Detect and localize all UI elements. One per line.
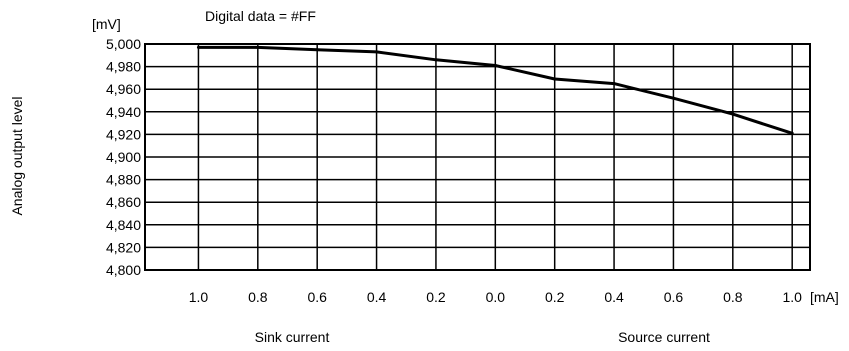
y-tick-label: 5,000 — [106, 36, 141, 52]
x-unit-label: [mA] — [810, 289, 839, 305]
x-group-label-sink: Sink current — [255, 329, 330, 345]
x-tick-label: 0.4 — [604, 289, 624, 305]
plot-frame — [144, 43, 811, 271]
x-tick-label: 0.6 — [307, 289, 327, 305]
y-tick-label: 4,900 — [106, 149, 141, 165]
data-point — [434, 58, 438, 62]
y-tick-label: 4,840 — [106, 217, 141, 233]
y-tick-label: 4,980 — [106, 59, 141, 75]
x-tick-label: 0.4 — [367, 289, 387, 305]
chart-annotation: Digital data = #FF — [205, 8, 316, 24]
data-point — [256, 45, 260, 49]
y-tick-label: 4,820 — [106, 239, 141, 255]
data-point — [375, 50, 379, 54]
x-tick-label: 0.8 — [723, 289, 743, 305]
y-unit-label: [mV] — [92, 16, 121, 32]
data-point — [196, 45, 200, 49]
x-tick-label: 0.6 — [664, 289, 684, 305]
x-tick-label: 0.8 — [248, 289, 268, 305]
data-point — [612, 82, 616, 86]
x-group-label-source: Source current — [618, 329, 710, 345]
y-tick-label: 4,940 — [106, 104, 141, 120]
y-tick-label: 4,880 — [106, 172, 141, 188]
x-tick-label: 0.2 — [545, 289, 565, 305]
x-tick-label: 0.0 — [486, 289, 506, 305]
x-tick-label: 1.0 — [782, 289, 802, 305]
x-tick-label: 0.2 — [426, 289, 446, 305]
data-point — [553, 77, 557, 81]
data-point — [493, 63, 497, 67]
data-point — [315, 48, 319, 52]
y-axis-label: Analog output level — [9, 96, 25, 215]
y-tick-label: 4,800 — [106, 262, 141, 278]
y-tick-label: 4,920 — [106, 126, 141, 142]
x-tick-label: 1.0 — [189, 289, 209, 305]
data-point — [731, 112, 735, 116]
y-tick-label: 4,960 — [106, 81, 141, 97]
data-point — [790, 131, 794, 135]
y-tick-label: 4,860 — [106, 194, 141, 210]
data-point — [671, 96, 675, 100]
